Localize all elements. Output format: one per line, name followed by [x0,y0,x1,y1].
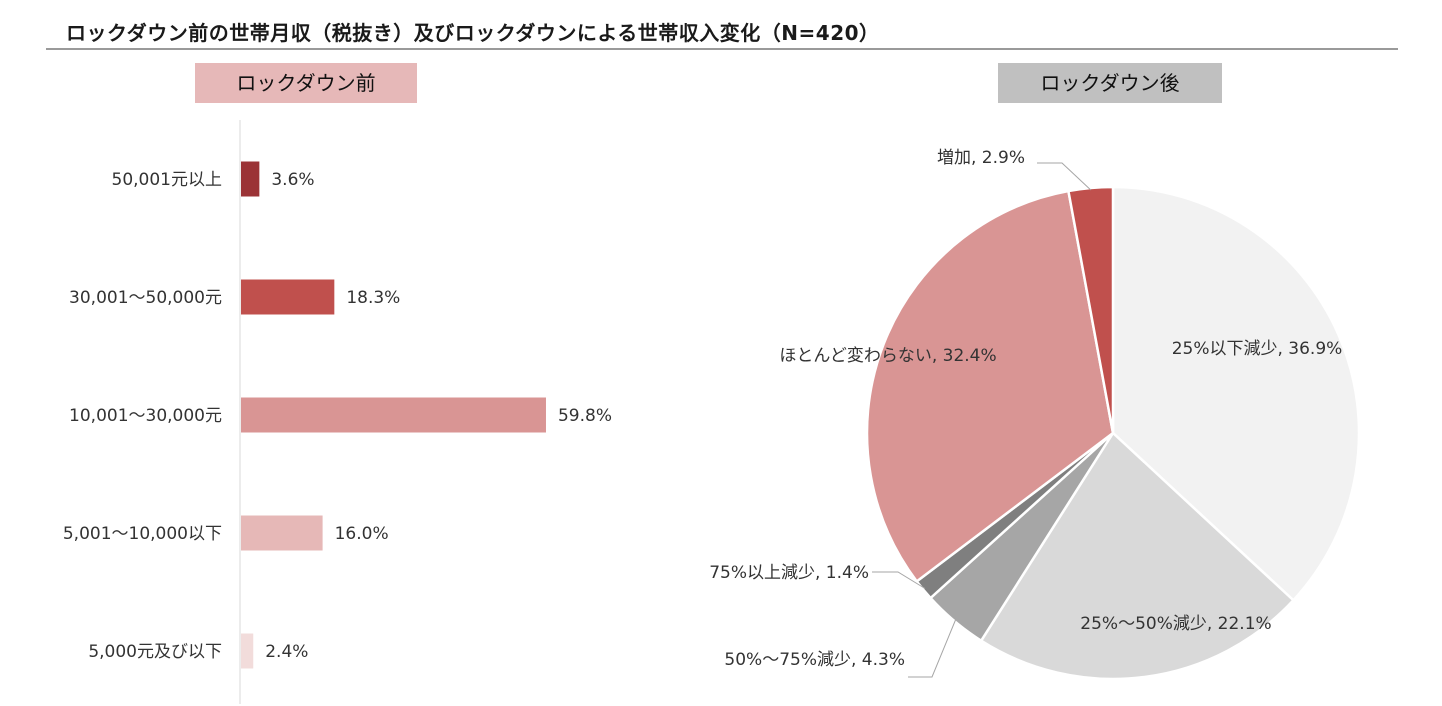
bar-value-label: 3.6% [271,170,314,190]
pie-slice [1066,185,1115,434]
title-divider [46,48,1398,50]
pie-leader-line [872,571,926,589]
pie-chart-title: ロックダウン後 [998,63,1222,103]
bar [241,161,260,197]
bar-category-label: 50,001元以上 [112,170,222,190]
bar-value-label: 18.3% [346,288,400,308]
pie-slice [979,431,1296,681]
bar-value-label: 2.4% [265,642,308,662]
bar [241,279,335,315]
bar [241,515,323,551]
pie-leader-line [1037,162,1092,191]
bar-value-label: 59.8% [558,406,612,426]
bar-chart-title: ロックダウン前 [195,63,417,103]
pie-slice-label: 25%～50%減少, 22.1% [1080,614,1271,634]
bar-category-label: 10,001～30,000元 [69,406,222,426]
pie-slice-label: 75%以上減少, 1.4% [709,563,869,583]
pie-slice [865,189,1115,584]
bar-category-label: 5,001～10,000以下 [63,524,222,544]
pie-slice-label: 50%～75%減少, 4.3% [724,650,905,670]
bar [241,633,254,669]
bar-category-label: 5,000元及び以下 [88,642,222,662]
page-title: ロックダウン前の世帯月収（税抜き）及びロックダウンによる世帯収入変化（N=420… [66,21,880,45]
bar [241,397,546,433]
pie-slice-label: ほとんど変わらない, 32.4% [779,346,996,366]
pie-slice-label: 25%以下減少, 36.9% [1172,339,1343,359]
pie-slice-label: 増加, 2.9% [937,148,1025,168]
pie-slice [1111,185,1361,603]
bar-value-label: 16.0% [335,524,389,544]
bar-category-label: 30,001～50,000元 [69,288,222,308]
pie-leader-line [908,619,957,678]
